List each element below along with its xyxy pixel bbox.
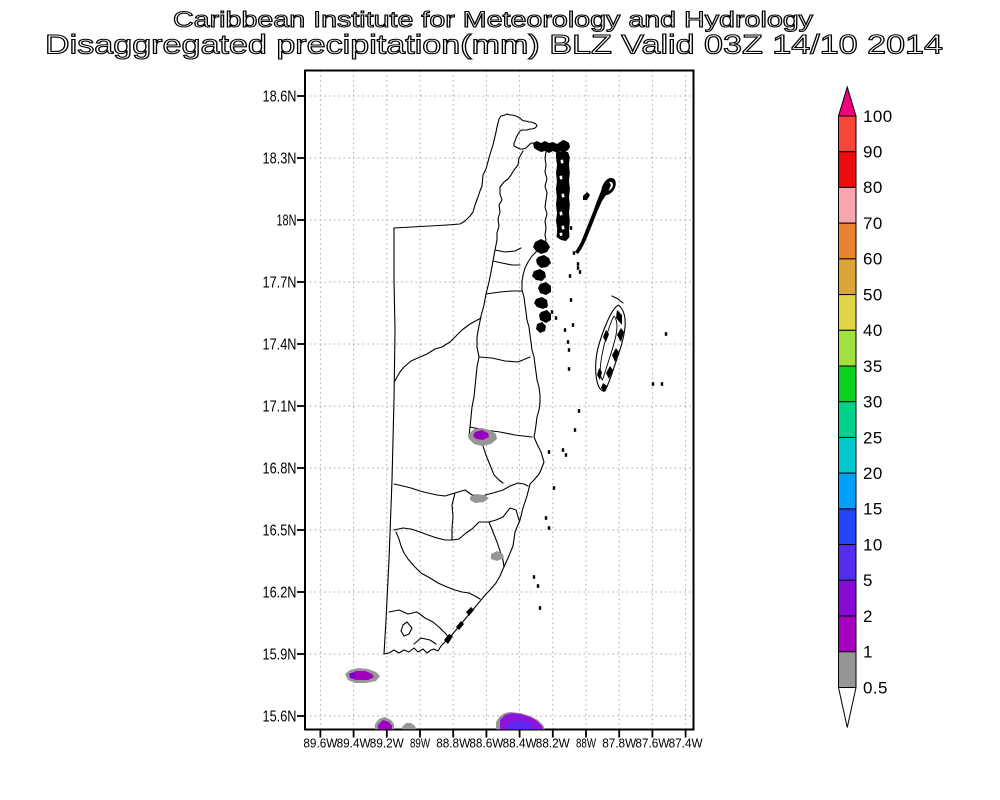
svg-text:88W: 88W	[576, 736, 597, 751]
svg-text:0.5: 0.5	[863, 678, 888, 697]
svg-text:17.4N: 17.4N	[263, 337, 297, 354]
svg-text:18N: 18N	[277, 213, 297, 230]
svg-text:5: 5	[863, 571, 873, 590]
svg-text:Disaggregated precipitation(mm: Disaggregated precipitation(mm) BLZ Vali…	[45, 30, 943, 60]
svg-text:15: 15	[863, 500, 883, 519]
svg-text:70: 70	[863, 214, 883, 233]
svg-text:16.5N: 16.5N	[263, 523, 297, 540]
svg-text:89.2W: 89.2W	[370, 736, 405, 751]
svg-text:88.8W: 88.8W	[436, 736, 471, 751]
svg-text:Caribbean Institute for Meteor: Caribbean Institute for Meteorology and …	[173, 7, 813, 32]
svg-text:80: 80	[863, 178, 883, 197]
svg-text:87.8W: 87.8W	[602, 736, 637, 751]
svg-text:10: 10	[863, 535, 883, 554]
svg-text:1: 1	[863, 643, 873, 662]
svg-text:88.4W: 88.4W	[503, 736, 538, 751]
svg-text:2: 2	[863, 607, 873, 626]
svg-text:87.4W: 87.4W	[669, 736, 704, 751]
svg-text:100: 100	[863, 107, 893, 126]
svg-text:90: 90	[863, 143, 883, 162]
svg-text:16.2N: 16.2N	[263, 585, 297, 602]
svg-text:30: 30	[863, 393, 883, 412]
svg-text:20: 20	[863, 464, 883, 483]
svg-text:18.6N: 18.6N	[263, 89, 297, 106]
svg-text:88.6W: 88.6W	[469, 736, 504, 751]
svg-text:60: 60	[863, 250, 883, 269]
svg-text:15.9N: 15.9N	[263, 647, 297, 664]
svg-text:18.3N: 18.3N	[263, 151, 297, 168]
svg-text:35: 35	[863, 357, 883, 376]
svg-text:16.8N: 16.8N	[263, 461, 297, 478]
svg-text:25: 25	[863, 428, 883, 447]
svg-text:88.2W: 88.2W	[536, 736, 571, 751]
svg-text:17.1N: 17.1N	[263, 399, 297, 416]
svg-text:89.4W: 89.4W	[337, 736, 372, 751]
svg-text:89W: 89W	[410, 736, 431, 751]
svg-text:15.6N: 15.6N	[263, 709, 297, 726]
svg-text:50: 50	[863, 285, 883, 304]
svg-text:17.7N: 17.7N	[263, 275, 297, 292]
svg-text:40: 40	[863, 321, 883, 340]
svg-text:89.6W: 89.6W	[303, 736, 338, 751]
svg-text:87.6W: 87.6W	[635, 736, 670, 751]
